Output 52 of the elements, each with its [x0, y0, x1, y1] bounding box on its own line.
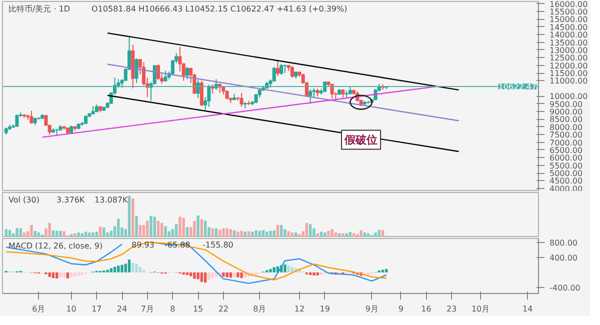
- y-tick-label: 7000.00: [550, 138, 583, 148]
- x-tick-label: 10月: [471, 304, 490, 314]
- y-tick-label: 16000.00: [550, 0, 588, 9]
- y-tick-label: 11000.00: [550, 76, 588, 86]
- x-tick-label: 24: [116, 304, 128, 314]
- y-tick-label: 9500.00: [550, 100, 583, 109]
- x-tick-label: 19: [320, 304, 330, 314]
- y-tick-label: 14000.00: [550, 30, 588, 40]
- ref-line-label: 10622.47: [498, 82, 536, 92]
- y-tick-label: 13000.00: [550, 46, 588, 55]
- x-tick-label: 15: [192, 304, 204, 314]
- annotation: 13.087K: [94, 196, 128, 204]
- y-tick-label: 10000.00: [550, 92, 588, 102]
- x-tick-label: 7月: [140, 304, 154, 314]
- x-tick-label: 22: [218, 304, 229, 314]
- y-tick-label: -400.00: [550, 283, 580, 292]
- x-tick-label: 8月: [253, 304, 266, 314]
- y-tick-label: 15000.00: [550, 15, 588, 24]
- annotation: 假破位: [344, 133, 378, 146]
- x-tick-label: 14: [522, 304, 533, 314]
- y-tick-label: 800.00: [550, 238, 578, 248]
- y-tick-label: 8000.00: [550, 122, 583, 132]
- annotation: 3.376K: [56, 196, 86, 204]
- y-tick-label: 5500.00: [550, 161, 583, 170]
- x-tick-label: 6月: [32, 304, 46, 314]
- x-tick-label: 9月: [365, 304, 378, 314]
- chart-title: Vol (30): [8, 196, 40, 204]
- y-tick-label: 400.00: [550, 253, 578, 262]
- y-tick-label: 6500.00: [550, 146, 583, 155]
- chart-title: 比特币/美元 · 1D: [8, 4, 70, 14]
- y-tick-label: 13500.00: [550, 38, 588, 48]
- y-tick-label: 9000.00: [550, 108, 583, 116]
- y-tick-label: 12500.00: [550, 54, 588, 63]
- x-tick-label: 16: [421, 304, 432, 314]
- x-tick-label: 23: [446, 304, 457, 314]
- y-tick-label: 6000.00: [550, 154, 583, 163]
- chart-title: MACD (12, 26, close, 9): [8, 242, 103, 250]
- y-tick-label: 4500.00: [550, 176, 583, 186]
- x-tick-label: 12: [294, 304, 305, 314]
- y-tick-label: 11500.00: [550, 69, 588, 78]
- x-tick-label: 8: [170, 304, 176, 314]
- y-tick-label: 5000.00: [550, 169, 583, 178]
- y-tick-label: 15500.00: [550, 8, 588, 16]
- y-tick-label: 7500.00: [550, 130, 583, 140]
- y-tick-label: 8500.00: [550, 115, 583, 124]
- x-tick-label: 17: [92, 304, 102, 314]
- annotation: O10581.84 H10666.43 L10452.15 C10622.47 +41.63 (+0.39%): [92, 4, 348, 14]
- x-tick-label: 10: [66, 304, 76, 314]
- y-tick-label: 12000.00: [550, 61, 588, 70]
- x-tick-label: 9: [398, 304, 404, 314]
- y-tick-label: 14500.00: [550, 22, 588, 32]
- annotation: -155.80: [202, 240, 234, 250]
